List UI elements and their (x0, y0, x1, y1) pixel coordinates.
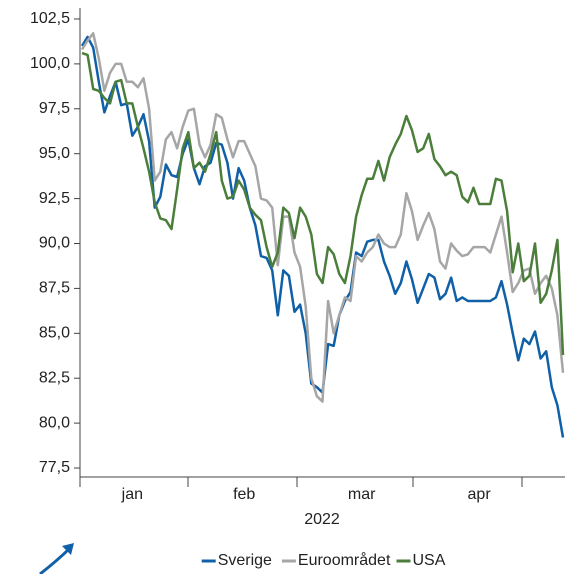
y-tick-label: 95,0 (39, 145, 70, 162)
y-tick-label: 90,0 (39, 235, 70, 252)
y-tick-label: 102,5 (30, 10, 70, 27)
legend-label: Euroområdet (298, 551, 391, 569)
y-tick-label: 92,5 (39, 190, 70, 207)
y-tick-label: 82,5 (39, 369, 70, 386)
y-tick-label: 97,5 (39, 100, 70, 117)
legend-label: USA (413, 552, 446, 569)
x-tick-label: jan (121, 486, 143, 503)
y-tick-label: 85,0 (39, 325, 70, 342)
y-tick-label: 77,5 (39, 459, 70, 476)
series-line (80, 35, 565, 438)
series-line (80, 32, 565, 403)
legend-label: Sverige (218, 552, 272, 569)
y-tick-label: 80,0 (39, 414, 70, 431)
x-tick-label: feb (233, 486, 255, 503)
logo-arrow (39, 543, 74, 574)
y-tick-label: 87,5 (39, 280, 70, 297)
x-axis-label: 2022 (304, 511, 340, 528)
y-tick-label: 100,0 (30, 55, 70, 72)
month-boundary-ticks (79, 477, 523, 487)
series-line (81, 51, 565, 355)
x-tick-label: mar (348, 486, 376, 503)
x-tick-label: apr (468, 486, 492, 503)
